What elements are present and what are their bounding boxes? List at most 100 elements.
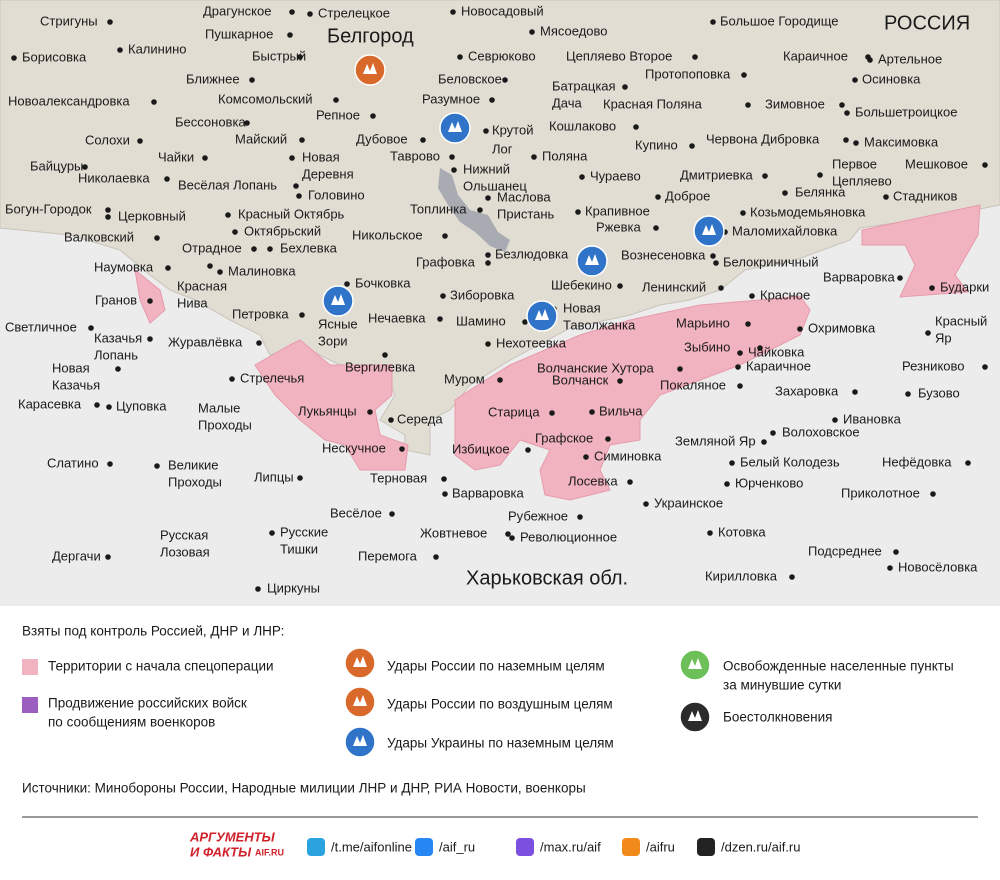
place-dot [745,321,751,327]
place-label: Яр [935,330,952,345]
place-dot [897,275,903,281]
place-dot [502,77,508,83]
place-label: Ближнее [186,71,240,86]
place-dot [441,476,447,482]
place-dot [370,113,376,119]
strike-icon-ua [702,224,716,235]
place-label: Подсреднее [808,543,882,558]
place-dot [839,102,845,108]
reservoir [438,168,510,252]
place-dot [852,389,858,395]
place-dot [762,173,768,179]
place-label: Борисовка [22,49,87,64]
place-dot [382,352,388,358]
place-label: Русская [160,527,208,542]
place-dot [770,430,776,436]
place-dot [433,554,439,560]
place-dot [267,246,273,252]
place-dot [437,316,443,322]
place-label: Стадников [893,188,958,203]
place-dot [137,138,143,144]
place-label: Николаевка [78,170,150,185]
place-label: Красное [760,287,810,302]
place-dot [457,54,463,60]
place-label: Рубежное [508,508,568,523]
place-label: Зыбино [684,339,730,354]
social-link[interactable]: /max.ru/aif [540,839,601,854]
place-label: Проходы [198,417,252,432]
social-link[interactable]: /t.me/aifonline [331,839,412,854]
place-dot [154,463,160,469]
strike-icon-ua [331,294,345,305]
place-label: Петровка [232,306,289,321]
place-label: Циркуны [267,580,320,595]
place-dot [296,193,302,199]
place-label: Караичное [746,358,811,373]
place-label: Перемога [358,548,418,563]
place-dot [930,491,936,497]
place-label: Зимовное [765,96,825,111]
place-dot [251,246,257,252]
place-dot [655,194,661,200]
place-label: Проходы [168,474,222,489]
place-label: Муром [444,371,485,386]
place-label: Топлинка [410,201,467,216]
place-dot [633,124,639,130]
place-dot [737,350,743,356]
place-label: Наумовка [94,259,154,274]
legend-text: по сообщениям военкоров [48,715,215,730]
legend-text: Удары Украины по наземным целям [387,736,614,751]
place-label: Байцуры [30,158,83,173]
strike-icon-ua [576,245,608,277]
social-link[interactable]: /dzen.ru/aif.ru [721,839,801,854]
place-dot [202,155,208,161]
social-link[interactable]: /aifru [646,839,675,854]
place-dot [867,57,873,63]
place-label: Зори [318,333,348,348]
place-dot [388,417,394,423]
legend-icon [688,710,702,721]
place-dot [627,479,633,485]
place-dot [293,183,299,189]
place-label: Нефёдовка [882,454,952,469]
place-dot [729,460,735,466]
place-label: Стригуны [40,13,98,28]
place-label: Избицкое [452,441,510,456]
place-label: Украинское [654,495,723,510]
place-label: Графское [535,430,593,445]
place-dot [617,378,623,384]
place-label: Протопоповка [645,66,731,81]
place-label: Лукьянцы [298,403,357,418]
place-label: Красная Поляна [603,96,703,111]
place-dot [497,377,503,383]
place-dot [929,285,935,291]
place-label: Зиборовка [450,287,515,302]
place-dot [485,252,491,258]
legend-title: Взяты под контроль Россией, ДНР и ЛНР: [22,624,284,639]
legend-text: Освобожденные населенные пункты [723,659,954,674]
place-dot [477,207,483,213]
place-label: Новосёловка [898,559,978,574]
place-dot [740,210,746,216]
place-label: Казачья [94,330,142,345]
place-dot [741,72,747,78]
place-label: Варваровка [823,269,895,284]
place-label: Весёлая Лопань [178,177,277,192]
place-dot [154,235,160,241]
strike-icon-ua [439,112,471,144]
place-label: Ленинский [642,279,706,294]
place-label: Лозовая [160,544,210,559]
russia-area [0,0,1000,456]
place-dot [749,293,755,299]
legend-icon [688,658,702,669]
social-link[interactable]: /aif_ru [439,839,475,854]
place-dot [105,207,111,213]
place-dot [522,319,528,325]
place-label: Крутой [492,122,533,137]
place-dot [164,176,170,182]
place-label: Казачья [52,377,100,392]
place-label: Большетроицкое [855,104,957,119]
strike-icon-ua [448,121,462,132]
place-label: Карасевка [18,396,82,411]
place-dot [893,549,899,555]
